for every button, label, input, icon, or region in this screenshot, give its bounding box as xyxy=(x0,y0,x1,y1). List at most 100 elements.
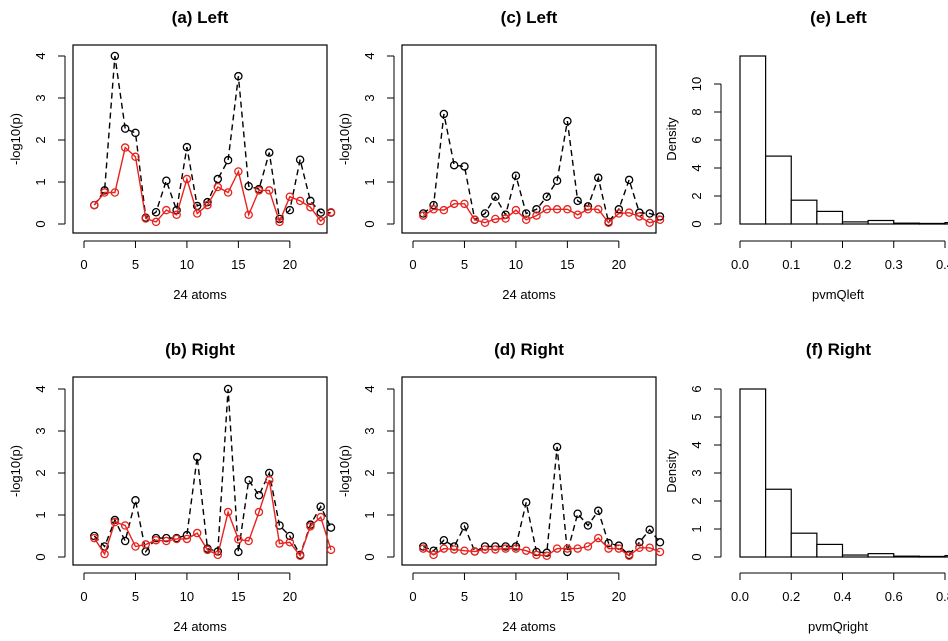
dashed-series-point xyxy=(532,205,541,214)
red-series-point xyxy=(439,544,449,553)
y-axis-label: Density xyxy=(664,449,679,493)
red-series-line xyxy=(422,537,661,557)
x-axis-label: pvmQright xyxy=(808,619,868,634)
dashed-series-point xyxy=(120,536,130,546)
red-series-point xyxy=(439,205,449,215)
red-series-line xyxy=(93,146,332,224)
red-series-point xyxy=(470,547,479,556)
red-series-point xyxy=(583,542,593,551)
red-series-point xyxy=(213,550,223,560)
histogram-bar xyxy=(765,155,792,225)
dashed-series-point xyxy=(563,116,572,126)
panel-title: (b) Right xyxy=(165,340,235,359)
x-tick-label: 0.2 xyxy=(782,589,800,604)
panel-c: (c) Left 24 atoms -log10(p) 0 5 10 15 20 0 1 2 3 4 xyxy=(337,8,665,302)
y-tick-label: 6 xyxy=(689,136,704,143)
x-tick-label: 10 xyxy=(180,257,194,272)
y-tick-label: 2 xyxy=(689,497,704,504)
y-tick-label: 2 xyxy=(33,469,48,476)
y-tick-label: 0 xyxy=(362,553,377,560)
dashed-series-point xyxy=(552,442,562,452)
y-axis-label: -log10(p) xyxy=(8,113,23,165)
red-series-point xyxy=(182,174,192,184)
red-series-point xyxy=(172,534,181,544)
x-tick-label: 15 xyxy=(560,257,574,272)
x-tick-label: 0.3 xyxy=(885,257,903,272)
red-series-point xyxy=(90,200,99,210)
panel-title: (d) Right xyxy=(494,340,564,359)
red-series-point xyxy=(563,205,572,214)
red-series-point xyxy=(100,549,109,559)
y-tick-label: 0 xyxy=(362,220,377,227)
dashed-series-point xyxy=(151,207,161,217)
x-tick-label: 15 xyxy=(231,257,245,272)
dashed-series-point xyxy=(110,51,120,61)
red-series-point xyxy=(100,188,109,197)
red-series-point xyxy=(460,199,469,209)
red-series-point xyxy=(480,545,490,554)
red-series-point xyxy=(521,215,531,225)
panel-title: (e) Left xyxy=(810,8,867,27)
dashed-series-point xyxy=(234,71,243,81)
x-tick-label: 10 xyxy=(509,257,523,272)
red-series-point xyxy=(635,543,644,553)
dashed-series-point xyxy=(285,205,295,215)
y-tick-label: 3 xyxy=(362,94,377,101)
dashed-series-point xyxy=(264,148,274,157)
x-tick-label: 10 xyxy=(509,589,523,604)
y-tick-label: 4 xyxy=(689,164,704,171)
x-axis-label: pvmQleft xyxy=(812,287,864,302)
panel-b: (b) Right 24 atoms -log10(p) 0 5 10 15 20 0 1 2 3 4 xyxy=(8,340,336,634)
x-axis-label: 24 atoms xyxy=(173,619,227,634)
red-series-point xyxy=(491,214,500,224)
x-tick-label: 5 xyxy=(132,589,139,604)
red-series-point xyxy=(419,211,428,220)
panel-f: (f) Right pvmQright Density 0.0 0.2 0.4 0.6 0.8… xyxy=(664,340,948,634)
red-series-point xyxy=(573,210,582,220)
x-tick-label: 0.1 xyxy=(782,257,800,272)
red-series-point xyxy=(244,536,253,546)
histogram-bar xyxy=(867,553,895,558)
y-tick-label: 0 xyxy=(33,553,48,560)
y-tick-label: 2 xyxy=(362,136,377,143)
dashed-series-point xyxy=(326,523,336,532)
y-tick-label: 4 xyxy=(362,52,377,59)
dashed-series-point xyxy=(491,542,500,551)
y-tick-label: 2 xyxy=(689,192,704,199)
panel-d: (d) Right 24 atoms -log10(p) 0 5 10 15 20 0 1 2 3 4 xyxy=(337,340,665,634)
red-series-point xyxy=(151,217,161,227)
red-series-point xyxy=(203,545,212,555)
y-tick-label: 0 xyxy=(33,220,48,227)
y-tick-label: 3 xyxy=(362,427,377,434)
red-series-point xyxy=(604,544,613,553)
dashed-series-point xyxy=(192,452,202,462)
histogram-bar xyxy=(893,222,920,225)
red-series-point xyxy=(470,215,479,225)
red-series-point xyxy=(213,182,223,192)
red-series-point xyxy=(120,143,130,152)
dashed-series-point xyxy=(521,498,531,507)
histogram-bar xyxy=(739,55,767,225)
red-series-point xyxy=(449,199,459,209)
plot-frame xyxy=(401,44,657,234)
x-axis-label: 24 atoms xyxy=(502,287,556,302)
y-tick-label: 2 xyxy=(362,469,377,476)
x-tick-label: 0.0 xyxy=(731,257,749,272)
dashed-series-line xyxy=(422,113,661,224)
red-series-point xyxy=(162,205,171,215)
y-tick-label: 1 xyxy=(33,178,48,185)
red-series-point xyxy=(614,544,624,553)
red-series-point xyxy=(614,209,624,218)
x-tick-label: 0.2 xyxy=(833,257,851,272)
x-tick-label: 0 xyxy=(80,257,87,272)
dashed-series-point xyxy=(460,162,469,171)
histogram-bar xyxy=(841,554,869,558)
red-series-point xyxy=(429,550,438,560)
x-tick-label: 5 xyxy=(132,257,139,272)
red-series-point xyxy=(645,218,654,227)
red-series-line xyxy=(93,479,332,558)
dashed-series-point xyxy=(511,171,521,180)
y-tick-label: 0 xyxy=(689,220,704,227)
y-tick-label: 1 xyxy=(362,511,377,518)
histogram-bar xyxy=(893,555,920,558)
